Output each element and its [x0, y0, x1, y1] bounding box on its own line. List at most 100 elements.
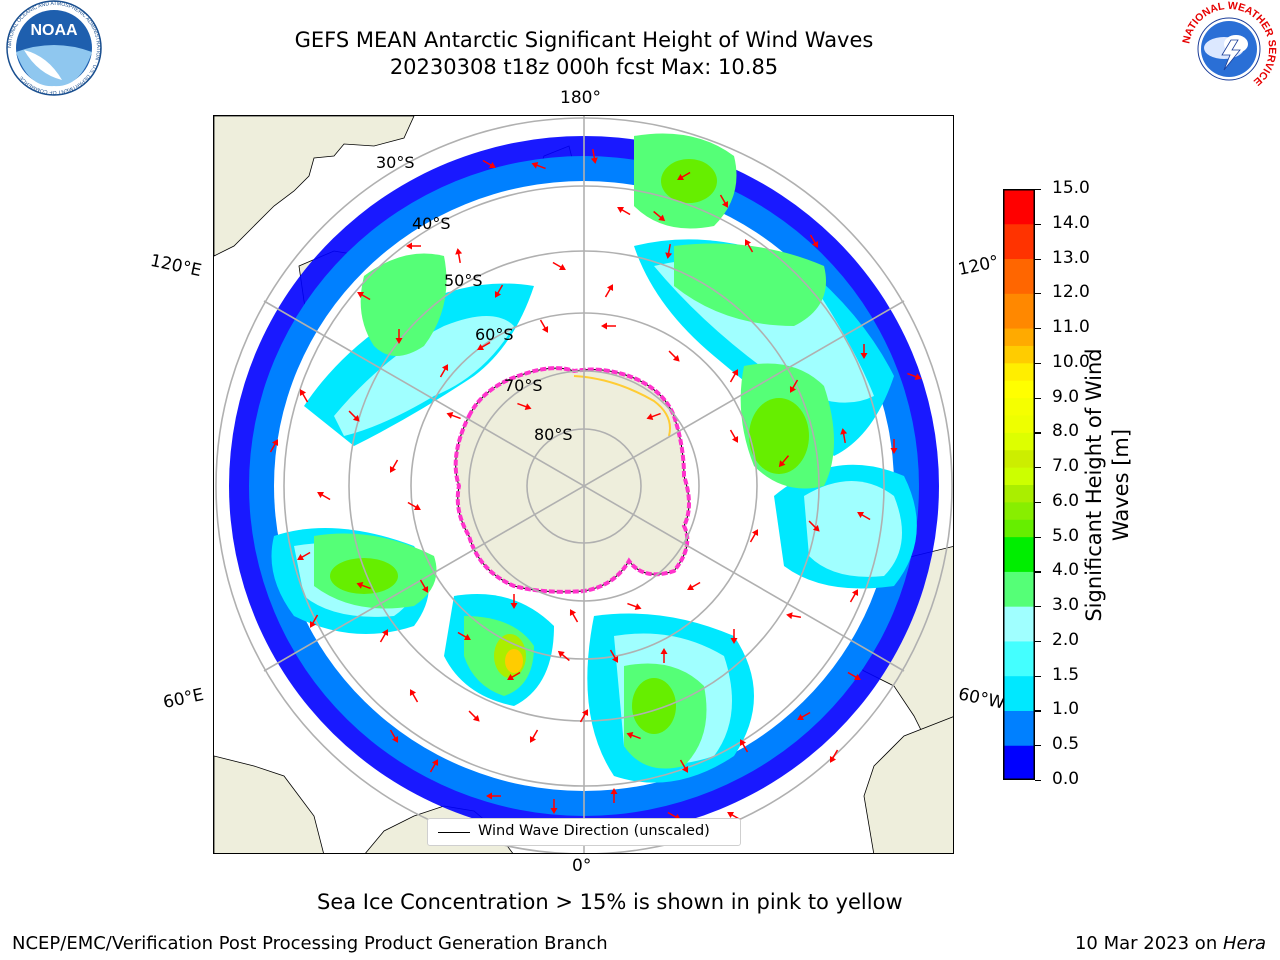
wave-direction-arrow — [357, 291, 371, 301]
colorbar-tick-label: 15.0 — [1052, 178, 1090, 198]
map-panel[interactable]: 30°S 40°S 50°S 60°S 70°S 80°S — [213, 115, 954, 854]
lat-label-30s: 30°S — [376, 153, 415, 172]
colorbar-level-21 — [1003, 223, 1035, 260]
wave-direction-arrow — [379, 629, 389, 643]
colorbar-tick-label: 1.0 — [1052, 699, 1080, 720]
wave-direction-arrow — [653, 210, 666, 222]
colorbar-tick-mark — [1035, 501, 1041, 504]
colorbar-level-19 — [1003, 293, 1035, 329]
colorbar-tick-mark — [1035, 536, 1041, 538]
colorbar-tick-label: 7.0 — [1052, 456, 1080, 477]
lon-label-180: 180° — [560, 88, 601, 108]
australia-land — [214, 116, 415, 257]
lon-label-60e: 60°E — [161, 684, 206, 714]
wave-direction-arrow — [617, 206, 631, 216]
colorbar-level-6 — [1003, 536, 1035, 572]
lon-label-120e: 120°E — [148, 250, 204, 282]
colorbar-tick-mark — [1035, 362, 1041, 364]
colorbar-gradient — [1003, 189, 1035, 781]
colorbar-level-4 — [1003, 606, 1035, 642]
wave-direction-arrow — [687, 581, 701, 591]
wave-direction-arrow — [552, 261, 566, 271]
wind-wave-arrows — [269, 148, 922, 821]
wave-direction-arrow — [557, 650, 570, 662]
colorbar-tick-mark — [1035, 397, 1041, 399]
colorbar-tick-mark — [1035, 189, 1041, 191]
colorbar-level-2 — [1003, 675, 1035, 711]
chart-title-line1: GEFS MEAN Antarctic Significant Height o… — [294, 28, 874, 52]
colorbar-tick-label: 14.0 — [1052, 212, 1090, 233]
colorbar-level-15 — [1003, 380, 1035, 399]
colorbar-tick-mark — [1035, 258, 1041, 260]
noaa-logo: NOAA NATIONAL OCEANIC AND ATMOSPHERIC AD… — [2, 0, 106, 104]
colorbar-tick-mark — [1035, 293, 1041, 295]
wave-direction-arrow — [860, 344, 868, 359]
footer-credit: NCEP/EMC/Verification Post Processing Pr… — [12, 933, 608, 954]
svg-text:NOAA: NOAA — [30, 22, 78, 39]
colorbar-level-17 — [1003, 345, 1035, 364]
wave-direction-arrow — [510, 594, 518, 609]
wave-direction-arrow — [679, 759, 689, 773]
wave-direction-arrow — [789, 379, 799, 393]
map-legend: Wind Wave Direction (unscaled) — [427, 818, 741, 846]
wave-direction-arrow — [627, 602, 642, 610]
colorbar-title-line2: Waves [m] — [1109, 428, 1133, 542]
lat-label-50s: 50°S — [444, 271, 483, 290]
colorbar-level-12 — [1003, 432, 1035, 451]
wave-direction-arrow — [309, 614, 319, 628]
colorbar-level-20 — [1003, 258, 1035, 294]
colorbar-tick-label: 0.0 — [1052, 769, 1080, 789]
footer-date: 10 Mar 2023 on Hera — [1075, 933, 1266, 954]
colorbar — [1003, 189, 1035, 784]
wave-direction-arrow — [626, 732, 641, 740]
wave-height-map — [214, 116, 953, 853]
colorbar-tick-label: 2.0 — [1052, 629, 1080, 650]
colorbar-tick-label: 3.0 — [1052, 595, 1080, 616]
colorbar-tick-label: 9.0 — [1052, 386, 1080, 407]
chart-title-line2: 20230308 t18z 000h fcst Max: 10.85 — [389, 55, 779, 79]
wave-direction-arrow — [646, 412, 661, 420]
wave-direction-arrow — [849, 589, 859, 603]
corner-land-bottom-right — [863, 716, 953, 853]
colorbar-tick-label: 10.0 — [1052, 351, 1090, 372]
wave-direction-arrow — [439, 364, 449, 378]
colorbar-tick-label: 8.0 — [1052, 421, 1080, 442]
lon-label-0: 0° — [572, 856, 592, 876]
wave-direction-arrow — [668, 350, 680, 362]
wave-direction-arrow — [579, 709, 589, 723]
wave-direction-arrow — [778, 455, 790, 468]
lon-label-120w: 120° — [956, 251, 1001, 281]
colorbar-level-7 — [1003, 519, 1035, 538]
wave-direction-arrow — [907, 372, 922, 380]
wave-direction-arrow — [601, 322, 616, 330]
wave-direction-arrow — [356, 582, 371, 590]
wave-direction-arrow — [299, 389, 309, 403]
wave-direction-arrow — [389, 459, 399, 473]
wave-direction-arrow — [389, 729, 399, 743]
colorbar-tick-mark — [1035, 432, 1041, 434]
colorbar-title-line1: Significant Height of Wind — [1082, 348, 1106, 622]
colorbar-level-11 — [1003, 449, 1035, 468]
footer-host: Hera — [1222, 933, 1266, 954]
colorbar-tick-mark — [1035, 223, 1041, 225]
wave-direction-arrow — [531, 162, 546, 170]
colorbar-level-0 — [1003, 745, 1035, 781]
wave-direction-arrow — [455, 248, 463, 264]
wave-direction-arrow — [719, 194, 729, 208]
colorbar-level-5 — [1003, 571, 1035, 607]
colorbar-tick-label: 6.0 — [1052, 490, 1080, 511]
wave-direction-arrow — [494, 284, 504, 298]
lat-label-40s: 40°S — [412, 214, 451, 233]
wave-direction-arrow — [468, 710, 480, 722]
wave-direction-arrow — [517, 402, 532, 410]
wave-direction-arrow — [847, 671, 861, 681]
wave-direction-arrow — [809, 234, 819, 248]
wave-direction-arrow — [729, 429, 739, 443]
wave-direction-arrow — [507, 671, 521, 681]
wave-direction-arrow — [890, 439, 898, 454]
wave-direction-arrow — [348, 410, 360, 422]
wave-direction-arrow — [829, 749, 839, 763]
lon-label-60w: 60°W — [956, 684, 1007, 714]
wave-direction-arrow — [569, 609, 579, 623]
colorbar-level-16 — [1003, 362, 1035, 381]
